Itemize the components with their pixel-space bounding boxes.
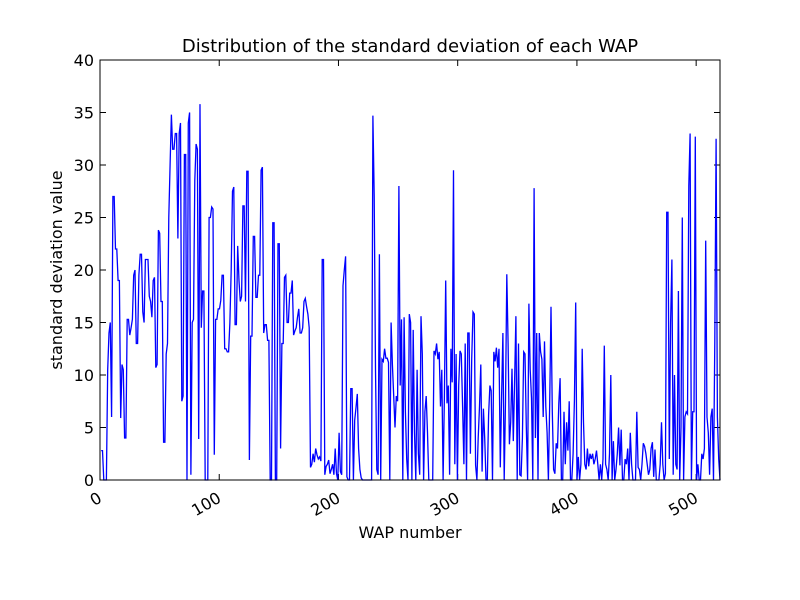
y-tick-label: 40: [74, 51, 94, 70]
plot-frame: [99, 59, 721, 481]
y-tick-label: 20: [74, 261, 94, 280]
y-tick-label: 5: [84, 419, 94, 438]
y-tick-label: 35: [74, 104, 94, 123]
y-tick-label: 0: [84, 471, 94, 490]
y-tick-label: 30: [74, 156, 94, 175]
chart-title: Distribution of the standard deviation o…: [182, 36, 638, 57]
series-line: [101, 104, 721, 481]
plot-area: [100, 60, 720, 480]
y-axis-label: standard deviation value: [47, 170, 66, 369]
y-tick-label: 10: [74, 366, 94, 385]
x-axis-label: WAP number: [358, 523, 461, 542]
y-tick-label: 25: [74, 209, 94, 228]
y-tick-label: 15: [74, 314, 94, 333]
